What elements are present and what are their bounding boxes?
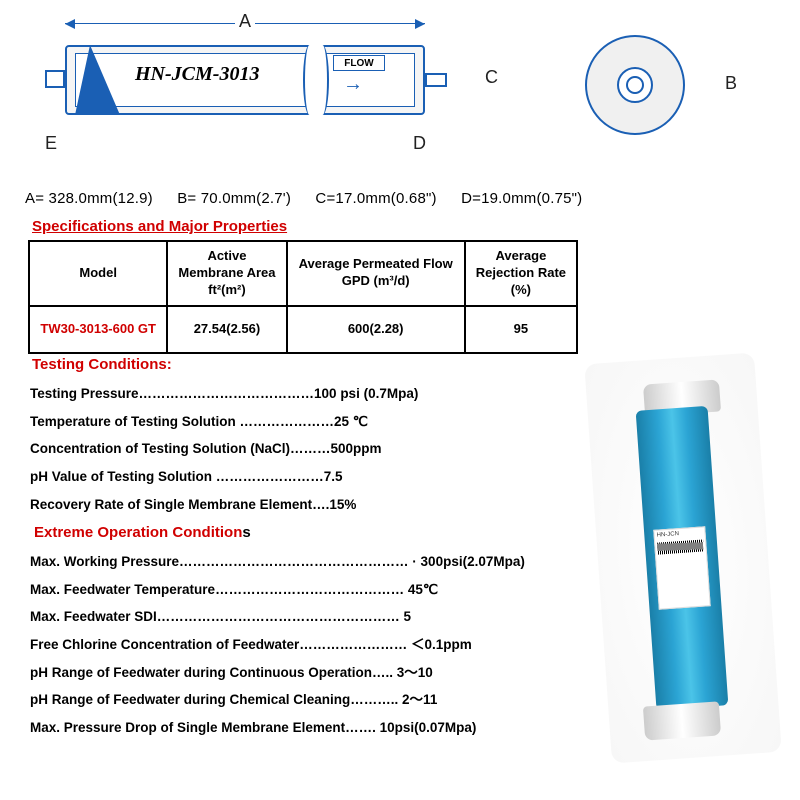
- dimensions-text: A= 328.0mm(12.9) B= 70.0mm(2.7') C=17.0m…: [25, 190, 602, 207]
- dim-label-c: C: [485, 67, 498, 88]
- list-item: Max. Feedwater Temperature………………………………………: [30, 576, 525, 604]
- td-area: 27.54(2.56): [167, 306, 286, 353]
- th-area: ActiveMembrane Areaft²(m²): [167, 241, 286, 306]
- testing-conditions-heading: Testing Conditions:: [32, 356, 172, 373]
- product-photo: HN-JCN: [598, 358, 768, 758]
- th-rejection: AverageRejection Rate(%): [465, 241, 577, 306]
- specifications-table: Model ActiveMembrane Areaft²(m²) Average…: [28, 240, 578, 354]
- list-item: Max. Feedwater SDI……………………………………………… 5: [30, 603, 525, 631]
- dim-a-value: A= 328.0mm(12.9): [25, 190, 153, 207]
- td-flow: 600(2.28): [287, 306, 465, 353]
- table-header-row: Model ActiveMembrane Areaft²(m²) Average…: [29, 241, 577, 306]
- dim-c-value: C=17.0mm(0.68"): [315, 190, 436, 207]
- th-flow: Average Permeated FlowGPD (m³/d): [287, 241, 465, 306]
- extreme-conditions-heading: Extreme Operation Conditions: [34, 524, 251, 541]
- dim-label-e: E: [45, 133, 57, 154]
- sticker-brand: HN-JCN: [656, 529, 702, 538]
- filter-cap-bottom: [643, 701, 721, 740]
- list-item: pH Range of Feedwater during Continuous …: [30, 659, 525, 687]
- trapezoid-shape: [75, 45, 120, 115]
- th-model: Model: [29, 241, 167, 306]
- extreme-conditions-list: Max. Working Pressure…………………………………………… ·…: [30, 548, 525, 742]
- part-number-label: HN-JCM-3013: [135, 63, 259, 86]
- specifications-heading: Specifications and Major Properties: [32, 218, 287, 235]
- td-rejection: 95: [465, 306, 577, 353]
- cut-curve: [303, 45, 329, 115]
- dim-label-b: B: [725, 73, 737, 94]
- filter-sticker-label: HN-JCN: [653, 526, 710, 609]
- td-model: TW30-3013-600 GT: [29, 306, 167, 353]
- list-item: Max. Working Pressure…………………………………………… ·…: [30, 548, 525, 576]
- dim-label-d: D: [413, 133, 426, 154]
- list-item: Temperature of Testing Solution …………………2…: [30, 408, 418, 436]
- list-item: pH Value of Testing Solution ……………………7.5: [30, 463, 418, 491]
- dim-label-a: A: [235, 11, 255, 32]
- technical-diagram: A HN-JCM-3013 FLOW → E D C B: [25, 15, 775, 175]
- barcode-icon: [657, 539, 704, 554]
- end-view-inner-circle: [626, 76, 644, 94]
- list-item: Free Chlorine Concentration of Feedwater…: [30, 631, 525, 659]
- list-item: Testing Pressure…………………………………100 psi (0.…: [30, 380, 418, 408]
- dim-d-value: D=19.0mm(0.75"): [461, 190, 582, 207]
- flow-arrow-icon: →: [343, 73, 363, 96]
- tab-right: [425, 73, 447, 87]
- list-item: pH Range of Feedwater during Chemical Cl…: [30, 686, 525, 714]
- tab-left: [45, 70, 65, 88]
- flow-label: FLOW: [333, 55, 385, 71]
- table-data-row: TW30-3013-600 GT 27.54(2.56) 600(2.28) 9…: [29, 306, 577, 353]
- list-item: Recovery Rate of Single Membrane Element…: [30, 491, 418, 519]
- dim-b-value: B= 70.0mm(2.7'): [177, 190, 291, 207]
- list-item: Max. Pressure Drop of Single Membrane El…: [30, 714, 525, 742]
- list-item: Concentration of Testing Solution (NaCl)…: [30, 435, 418, 463]
- testing-conditions-list: Testing Pressure…………………………………100 psi (0.…: [30, 380, 418, 518]
